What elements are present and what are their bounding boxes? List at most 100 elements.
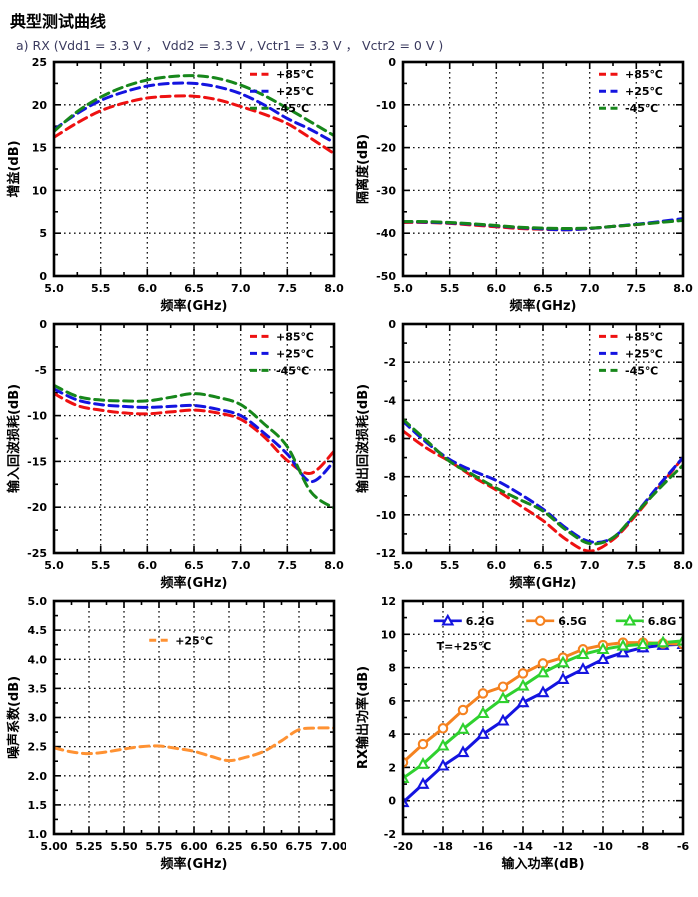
svg-text:6.25: 6.25 [215,840,242,853]
noise-figure-chart-canvas: 5.00 5.25 5.50 5.75 6.00 6.25 6.50 6.75 7.00 1.0 1… [6,595,346,872]
svg-text:+25℃: +25℃ [175,634,213,647]
input-return-loss-chart-canvas: 5.0 5.5 6.0 6.5 7.0 7.5 8.0 -25 -20 -15 -10 -5 0 频率(G… [6,318,344,591]
isolation-chart: 5.0 5.5 6.0 6.5 7.0 7.5 8.0 -50 -40 -30 -20 -10 0 频率(… [353,56,695,318]
svg-text:8: 8 [388,662,396,675]
svg-text:8.0: 8.0 [324,282,344,295]
svg-text:+85℃: +85℃ [276,330,314,343]
svg-text:1.0: 1.0 [27,828,47,841]
svg-text:输入功率(dB): 输入功率(dB) [501,856,584,872]
svg-text:-5: -5 [34,364,46,377]
page-title: 典型测试曲线 [10,12,107,31]
svg-text:-10: -10 [376,99,396,112]
svg-text:6.0: 6.0 [486,559,506,572]
svg-text:-20: -20 [376,142,396,155]
svg-text:-6: -6 [383,433,396,446]
charts-grid: 5.0 5.5 6.0 6.5 7.0 7.5 8.0 0 5 10 15 20 25 频率(GHz) 增益… [0,56,698,876]
svg-text:+85℃: +85℃ [625,330,663,343]
svg-text:2.5: 2.5 [27,741,47,754]
svg-text:2.0: 2.0 [27,770,47,783]
svg-text:-10: -10 [376,509,396,522]
svg-text:0: 0 [39,270,47,283]
svg-text:5: 5 [39,227,47,240]
svg-text:6.5: 6.5 [533,559,553,572]
svg-text:10: 10 [31,184,47,197]
svg-text:-40: -40 [376,227,396,240]
svg-text:6.0: 6.0 [486,282,506,295]
svg-text:-10: -10 [593,840,613,853]
svg-text:频率(GHz): 频率(GHz) [160,575,227,591]
svg-text:12: 12 [380,595,395,608]
section-subtitle: a) RX (Vdd1 = 3.3 V ， Vdd2 = 3.3 V , Vct… [16,38,444,53]
svg-text:6.5: 6.5 [533,282,553,295]
svg-text:-15: -15 [27,455,47,468]
output-return-loss-chart: 5.0 5.5 6.0 6.5 7.0 7.5 8.0 -12 -10 -8 -6 -4 -2 0 频率(G… [353,318,695,595]
svg-text:+25℃: +25℃ [625,85,663,98]
svg-text:6.0: 6.0 [137,559,157,572]
svg-text:+25℃: +25℃ [276,347,314,360]
svg-text:2: 2 [388,761,396,774]
svg-text:5.50: 5.50 [110,840,137,853]
svg-text:-25: -25 [27,547,47,560]
svg-text:0: 0 [388,56,396,69]
svg-text:频率(GHz): 频率(GHz) [509,575,576,591]
svg-text:5.0: 5.0 [393,282,413,295]
gain-chart-canvas: 5.0 5.5 6.0 6.5 7.0 7.5 8.0 0 5 10 15 20 25 频率(GHz) 增益… [6,56,344,314]
rx-output-power-chart: -20 -18 -16 -14 -12 -10 -8 -6 -2 0 2 4 6 8 10 12 输入功率(dB… [353,595,695,876]
svg-text:7.5: 7.5 [626,282,646,295]
isolation-chart-canvas: 5.0 5.5 6.0 6.5 7.0 7.5 8.0 -50 -40 -30 -20 -10 0 频率(… [355,56,693,314]
input-return-loss-chart: 5.0 5.5 6.0 6.5 7.0 7.5 8.0 -25 -20 -15 -10 -5 0 频率(G… [4,318,346,595]
svg-text:4.0: 4.0 [27,653,47,666]
svg-text:频率(GHz): 频率(GHz) [160,298,227,314]
gain-chart: 5.0 5.5 6.0 6.5 7.0 7.5 8.0 0 5 10 15 20 25 频率(GHz) 增益… [4,56,346,318]
svg-text:6.00: 6.00 [180,840,207,853]
svg-text:7.5: 7.5 [626,559,646,572]
svg-text:6.5G: 6.5G [558,615,587,628]
svg-text:5.5: 5.5 [90,559,110,572]
svg-text:6: 6 [388,695,396,708]
svg-text:5.0: 5.0 [44,282,64,295]
noise-figure-chart: 5.00 5.25 5.50 5.75 6.00 6.25 6.50 6.75 7.00 1.0 1… [4,595,346,876]
svg-text:5.00: 5.00 [40,840,67,853]
svg-text:4.5: 4.5 [27,624,47,637]
svg-text:6.8G: 6.8G [647,615,676,628]
svg-text:-45℃: -45℃ [276,364,309,377]
svg-text:+85℃: +85℃ [625,68,663,81]
svg-text:-45℃: -45℃ [276,102,309,115]
svg-text:+25℃: +25℃ [625,347,663,360]
svg-text:+25℃: +25℃ [276,85,314,98]
svg-text:7.0: 7.0 [230,282,250,295]
svg-text:-10: -10 [27,410,47,423]
svg-text:-4: -4 [383,394,396,407]
svg-text:6.0: 6.0 [137,282,157,295]
svg-text:-12: -12 [553,840,573,853]
svg-text:-45℃: -45℃ [625,102,658,115]
svg-text:频率(GHz): 频率(GHz) [509,298,576,314]
svg-text:-8: -8 [636,840,648,853]
svg-text:8.0: 8.0 [673,282,693,295]
svg-text:25: 25 [31,56,46,69]
svg-text:10: 10 [380,628,396,641]
svg-text:-14: -14 [513,840,533,853]
svg-text:T=+25℃: T=+25℃ [436,640,491,653]
svg-text:6.75: 6.75 [285,840,312,853]
svg-text:7.0: 7.0 [579,282,599,295]
svg-text:-45℃: -45℃ [625,364,658,377]
svg-text:7.5: 7.5 [277,282,297,295]
svg-text:5.0: 5.0 [393,559,413,572]
svg-text:5.0: 5.0 [27,595,47,608]
svg-text:5.75: 5.75 [145,840,172,853]
svg-text:3.5: 3.5 [27,682,47,695]
svg-text:6.5: 6.5 [184,282,204,295]
svg-text:-16: -16 [473,840,493,853]
output-return-loss-chart-canvas: 5.0 5.5 6.0 6.5 7.0 7.5 8.0 -12 -10 -8 -6 -4 -2 0 频率(G… [355,318,693,591]
svg-text:-6: -6 [676,840,689,853]
svg-text:-20: -20 [393,840,413,853]
svg-text:15: 15 [31,142,46,155]
svg-text:-50: -50 [376,270,396,283]
svg-text:RX输出功率(dB): RX输出功率(dB) [355,666,371,769]
svg-text:+85℃: +85℃ [276,68,314,81]
svg-text:5.5: 5.5 [90,282,110,295]
svg-text:频率(GHz): 频率(GHz) [160,856,227,872]
svg-text:8.0: 8.0 [673,559,693,572]
